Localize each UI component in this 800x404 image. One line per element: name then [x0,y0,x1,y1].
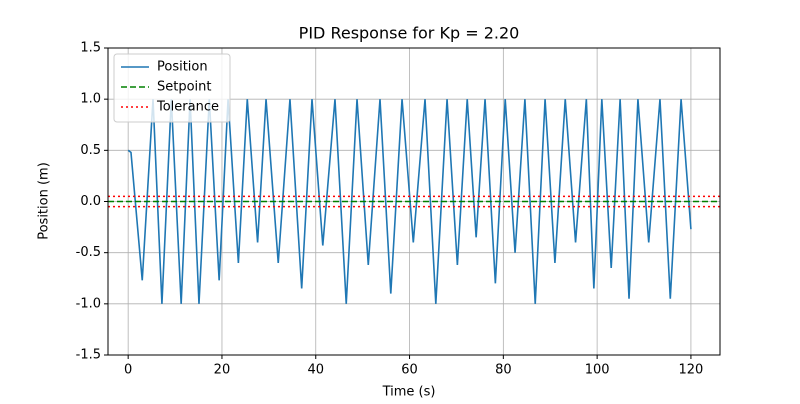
x-tick-label: 40 [307,363,324,378]
plot-frame [107,47,721,356]
chart-title: PID Response for Kp = 2.20 [299,24,520,43]
x-tick-label: 20 [214,363,231,378]
x-tick-label: 100 [585,363,610,378]
x-tick-label: 60 [401,363,418,378]
y-tick-label: 0.5 [80,143,101,158]
legend-box [113,53,231,123]
x-tick-label: 120 [679,363,704,378]
y-tick-label: -0.5 [76,245,101,260]
y-tick-label: -1.5 [76,348,101,363]
legend-label: Setpoint [157,80,212,95]
x-tick-label: 80 [495,363,512,378]
legend-label: Position [157,60,208,75]
y-tick-label: 1.0 [80,92,101,107]
y-tick-label: -1.0 [76,296,101,311]
x-axis-label: Time (s) [382,385,436,400]
legend-label: Tolerance [156,100,219,115]
y-tick-label: 1.5 [80,41,101,56]
data-line [127,99,692,304]
y-tick-label: 0.0 [80,194,101,209]
x-tick-label: 0 [124,363,132,378]
y-axis-label: Position (m) [37,162,52,240]
